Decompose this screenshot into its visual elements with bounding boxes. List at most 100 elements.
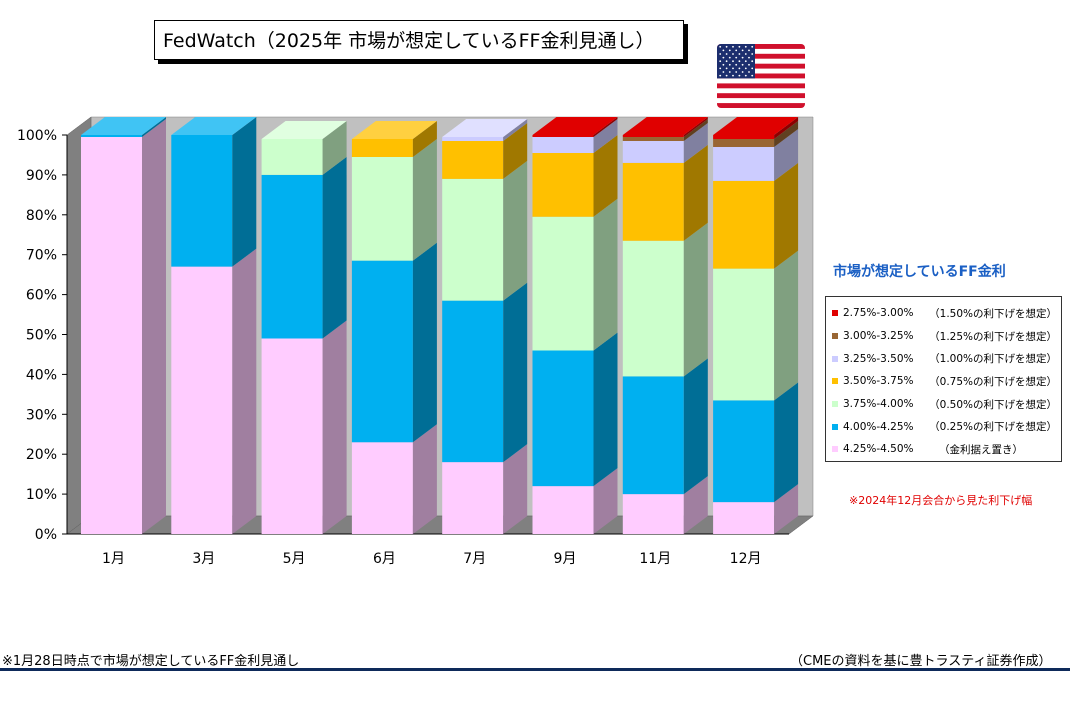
chart-legend: 2.75%-3.00% （1.50%の利下げを想定） 3.00%-3.25% （1.2…: [825, 296, 1062, 462]
bar-segment-front: [713, 138, 775, 147]
bar-segment-top: [351, 120, 437, 139]
bar-segment-front: [713, 180, 775, 269]
y-tick-label: 70%: [26, 248, 57, 264]
bar-segment-side: [503, 444, 528, 534]
footer-note: ※1月28日時点で市場が想定しているFF金利見通し: [2, 654, 300, 669]
legend-item: 3.00%-3.25% （1.25%の利下げを想定）: [832, 325, 1057, 348]
bar-segment-front: [713, 146, 775, 181]
bar-segment-front: [622, 494, 684, 534]
legend-note-label: （1.50%の利下げを想定）: [929, 307, 1057, 320]
legend-item: 2.75%-3.00% （1.50%の利下げを想定）: [832, 302, 1057, 325]
bar-segment-side: [142, 117, 166, 137]
bar-segment-side: [503, 122, 528, 179]
y-tick-label: 90%: [26, 168, 57, 184]
bar-segment-side: [683, 122, 708, 163]
bar-segment-front: [622, 136, 684, 141]
x-tick-label: 12月: [730, 551, 762, 567]
legend-item: 4.00%-4.25% （0.25%の利下げを想定）: [832, 415, 1057, 438]
bar-segment-side: [412, 424, 437, 534]
bar-segment-front: [622, 376, 684, 495]
bar-segment-side: [774, 382, 799, 503]
legend-range-label: 4.00%-4.25%: [843, 420, 914, 433]
legend-range-label: 3.25%-3.50%: [843, 352, 914, 365]
bar-segment-side: [683, 117, 708, 137]
bar-segment-side: [412, 242, 437, 443]
bar-segment-front: [261, 138, 323, 175]
bar-segment-front: [532, 486, 594, 534]
bar-segment-side: [322, 120, 347, 175]
bar-segment-front: [713, 400, 775, 503]
bar-segment-front: [261, 174, 323, 339]
bar-segment-side: [322, 156, 347, 339]
bar-segment-front: [532, 136, 594, 153]
bar-segment-top: [171, 117, 257, 135]
bar-segment-side: [683, 144, 708, 241]
bar-segment-side: [593, 134, 618, 217]
bar-segment-side: [593, 332, 618, 487]
bar-segment-side: [412, 120, 437, 157]
bar-segment-side: [503, 118, 528, 141]
legend-item: 3.25%-3.50% （1.00%の利下げを想定）: [832, 347, 1057, 370]
legend-range-label: 4.25%-4.50%: [843, 443, 914, 456]
legend-swatch: [832, 401, 838, 408]
x-tick-label: 1月: [102, 551, 125, 567]
bar-segment-side: [232, 117, 257, 267]
bar-segment-side: [774, 250, 799, 401]
x-tick-label: 11月: [639, 551, 671, 567]
bar-segment-front: [81, 135, 142, 137]
bar-segment-top: [532, 117, 618, 135]
bar-segment-front: [351, 156, 413, 261]
y-tick-label: 10%: [26, 487, 57, 503]
legend-range-label: 3.75%-4.00%: [843, 398, 914, 411]
usa-flag-icon: [717, 44, 805, 108]
bar-segment-side: [774, 128, 799, 181]
bar-segment-side: [412, 138, 437, 261]
bar-segment-front: [261, 338, 323, 534]
footer-divider: [0, 668, 1070, 671]
legend-swatch: [832, 310, 838, 317]
bar-segment-front: [442, 462, 504, 534]
y-tick-label: 80%: [26, 208, 57, 224]
x-tick-label: 6月: [373, 551, 396, 567]
bar-segment-side: [232, 248, 257, 535]
bar-segment-side: [774, 117, 799, 139]
bar-segment-front: [81, 136, 142, 534]
bar-segment-side: [683, 476, 708, 534]
bar-segment-front: [351, 442, 413, 534]
bar-segment-side: [593, 468, 618, 534]
legend-range-label: 3.50%-3.75%: [843, 375, 914, 388]
bar-segment-top: [713, 117, 799, 135]
legend-note-label: （0.75%の利下げを想定）: [929, 375, 1057, 388]
legend-note-label: （0.50%の利下げを想定）: [929, 398, 1057, 411]
legend-note-label: （1.00%の利下げを想定）: [929, 353, 1057, 366]
x-tick-label: 3月: [192, 551, 215, 567]
legend-range-label: 2.75%-3.00%: [843, 307, 914, 320]
bar-segment-front: [532, 152, 594, 217]
y-tick-label: 50%: [26, 328, 57, 344]
y-tick-label: 60%: [26, 288, 57, 304]
bar-segment-side: [593, 117, 618, 137]
bar-segment-front: [713, 268, 775, 401]
bar-segment-front: [442, 140, 504, 179]
rate-cut-note: ※2024年12月会合から見た利下げ幅: [849, 494, 1033, 507]
bar-segment-front: [351, 260, 413, 443]
legend-note-label: （1.25%の利下げを想定）: [929, 330, 1057, 343]
bar-segment-front: [442, 178, 504, 301]
bar-segment-side: [683, 118, 708, 141]
bar-segment-side: [503, 160, 528, 301]
bar-segment-top: [261, 120, 347, 139]
y-tick-label: 20%: [26, 447, 57, 463]
chart-title: FedWatch（2025年 市場が想定しているFF金利見通し）: [154, 20, 684, 60]
legend-swatch: [832, 446, 838, 453]
legend-item: 3.75%-4.00% （0.50%の利下げを想定）: [832, 393, 1057, 416]
legend-swatch: [832, 378, 838, 385]
bar-segment-side: [593, 118, 618, 153]
x-tick-label: 5月: [283, 551, 306, 567]
bar-segment-front: [442, 136, 504, 141]
bar-segment-front: [713, 135, 775, 139]
bar-segment-front: [532, 350, 594, 487]
legend-swatch: [832, 355, 838, 362]
bar-segment-side: [774, 120, 799, 147]
bar-segment-front: [622, 140, 684, 163]
legend-range-label: 3.00%-3.25%: [843, 330, 914, 343]
